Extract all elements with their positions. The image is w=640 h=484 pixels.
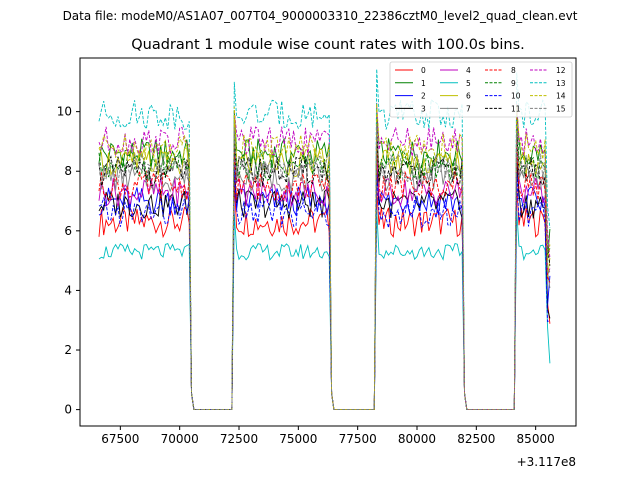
plot-frame: [79, 57, 577, 427]
chart-title: Quadrant 1 module wise count rates with …: [131, 37, 525, 53]
legend-label-2: 2: [421, 92, 426, 101]
legend-label-0: 0: [421, 66, 426, 75]
x-tick-label: 67500: [101, 432, 139, 446]
y-axis: 0 2 4 6 8 10: [57, 105, 80, 417]
series-line-15: [98, 124, 551, 411]
x-tick-label: 82500: [457, 432, 495, 446]
legend-label-10: 10: [511, 92, 521, 101]
legend-label-9: 9: [511, 79, 516, 88]
data-file-suptitle: Data file: modeM0/AS1A07_007T04_90000033…: [63, 9, 578, 23]
x-axis: 67500 70000 72500 75000 77500 80000 82500 85000: [101, 426, 555, 446]
legend-label-13: 13: [556, 79, 566, 88]
y-tick-label: 10: [57, 105, 72, 119]
series-line-13: [98, 69, 551, 411]
legend-label-11: 11: [511, 104, 521, 113]
y-tick-label: 4: [64, 283, 72, 297]
x-tick-label: 72500: [220, 432, 258, 446]
series-line-14: [98, 103, 551, 411]
x-offset-label: +3.117e8: [517, 455, 576, 469]
series-line-1: [98, 111, 551, 411]
x-tick-label: 70000: [161, 432, 199, 446]
legend-box: [389, 61, 573, 118]
x-tick-label: 80000: [398, 432, 436, 446]
legend-label-7: 7: [466, 104, 471, 113]
legend-label-4: 4: [466, 66, 471, 75]
y-tick-label: 8: [64, 164, 72, 178]
legend-label-3: 3: [421, 104, 426, 113]
legend-label-8: 8: [511, 66, 516, 75]
series-line-11: [98, 126, 551, 411]
legend-label-12: 12: [556, 66, 566, 75]
series-line-8: [98, 139, 551, 411]
legend-label-15: 15: [556, 104, 566, 113]
legend-label-1: 1: [421, 79, 426, 88]
y-tick-label: 0: [64, 403, 72, 417]
x-tick-label: 77500: [339, 432, 377, 446]
legend-label-5: 5: [466, 79, 471, 88]
series-line-5: [98, 209, 551, 411]
y-tick-label: 6: [64, 224, 72, 238]
series-layer: [98, 69, 551, 411]
x-tick-label: 75000: [279, 432, 317, 446]
series-line-2: [98, 160, 551, 411]
legend-label-6: 6: [466, 92, 471, 101]
x-tick-label: 85000: [517, 432, 555, 446]
legend-label-14: 14: [556, 92, 566, 101]
y-tick-label: 2: [64, 343, 72, 357]
